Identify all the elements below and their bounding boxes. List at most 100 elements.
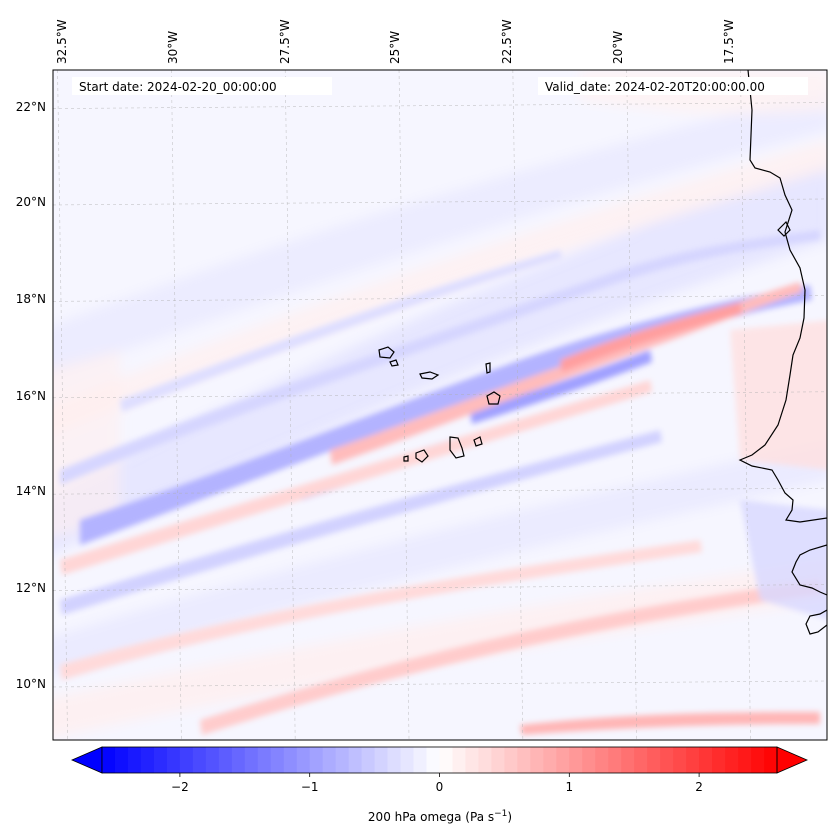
colorbar-segments	[102, 747, 778, 773]
santiago-island	[449, 436, 465, 459]
colorbar-level	[621, 747, 635, 773]
colorbar-level	[699, 747, 713, 773]
colorbar-level	[582, 747, 596, 773]
colorbar-tick-label: 1	[565, 780, 573, 794]
brava-island	[403, 455, 409, 462]
maio-island	[473, 436, 483, 447]
colorbar-level	[296, 747, 311, 773]
colorbar-level	[244, 747, 259, 773]
colorbar-level	[270, 747, 285, 773]
colorbar-level	[231, 747, 246, 773]
colorbar-level	[426, 747, 440, 773]
colorbar-level	[686, 747, 700, 773]
start-date-text: Start date: 2024-02-20_00:00:00	[79, 80, 277, 94]
colorbar-level	[504, 747, 518, 773]
colorbar-tick-label: 2	[695, 780, 703, 794]
colorbar-level	[322, 747, 337, 773]
colorbar-ticks: −2 −1 0 1 2	[171, 773, 703, 794]
colorbar-level	[634, 747, 648, 773]
colorbar-level	[374, 747, 388, 773]
colorbar-tick-label: −1	[301, 780, 319, 794]
colorbar-level	[543, 747, 557, 773]
colorbar-level	[660, 747, 674, 773]
colorbar-tick-label: 0	[436, 780, 444, 794]
colorbar-level	[647, 747, 661, 773]
lon-label: 17.5°W	[722, 19, 736, 64]
lon-label: 25°W	[388, 31, 402, 64]
lat-label: 20°N	[16, 195, 46, 209]
colorbar-level	[465, 747, 479, 773]
colorbar-level	[153, 747, 168, 773]
africa-coastline	[738, 70, 827, 635]
colorbar-level	[348, 747, 363, 773]
lat-label: 16°N	[16, 389, 46, 403]
colorbar-level	[452, 747, 466, 773]
omega-field	[53, 70, 827, 740]
colorbar-level	[205, 747, 220, 773]
graticule	[53, 70, 827, 740]
start-date-annotation: Start date: 2024-02-20_00:00:00	[72, 77, 332, 95]
colorbar-title: 200 hPa omega (Pa s−1)	[368, 809, 512, 824]
fogo-island	[415, 449, 429, 463]
map-frame	[52, 69, 828, 741]
meridian-line	[171, 70, 182, 740]
meridian-line	[57, 70, 68, 740]
colorbar-level	[413, 747, 427, 773]
meridian-line	[626, 70, 637, 740]
lon-label: 20°W	[611, 31, 625, 64]
colorbar-low-extend	[70, 746, 103, 774]
colorbar-level	[725, 747, 739, 773]
lon-label: 30°W	[166, 31, 180, 64]
colorbar-level	[738, 747, 752, 773]
colorbar-level	[140, 747, 155, 773]
colorbar-level	[673, 747, 687, 773]
colorbar-level	[595, 747, 609, 773]
omega-narrow-bands	[60, 230, 827, 735]
colorbar-level	[478, 747, 492, 773]
colorbar-level	[218, 747, 233, 773]
colorbar-level	[179, 747, 194, 773]
longitude-labels: 32.5°W 30°W 27.5°W 25°W 22.5°W 20°W 17.5…	[55, 19, 736, 64]
lat-label: 12°N	[16, 581, 46, 595]
colorbar-level	[400, 747, 414, 773]
sal-island	[485, 362, 491, 374]
colorbar-level	[608, 747, 622, 773]
colorbar-level	[569, 747, 583, 773]
colorbar-level	[361, 747, 375, 773]
latitude-labels: 22°N 20°N 18°N 16°N 14°N 12°N 10°N	[16, 100, 46, 691]
colorbar-level	[166, 747, 181, 773]
african-coastal-island	[777, 220, 791, 237]
colorbar-level	[102, 747, 116, 773]
meridian-line	[740, 70, 751, 740]
colorbar-level	[192, 747, 207, 773]
lon-label: 27.5°W	[278, 19, 292, 64]
lat-label: 10°N	[16, 677, 46, 691]
colorbar-level	[712, 747, 726, 773]
colorbar-level	[764, 747, 778, 773]
colorbar-level	[387, 747, 401, 773]
colorbar-level	[257, 747, 272, 773]
santo-antao-island	[378, 346, 395, 359]
colorbar-level	[439, 747, 453, 773]
colorbar-level	[283, 747, 298, 773]
colorbar-level	[114, 747, 129, 773]
sao-vicente-island	[389, 359, 399, 367]
colorbar-level	[751, 747, 765, 773]
colorbar-level	[335, 747, 350, 773]
meridian-line	[398, 70, 410, 740]
valid-date-annotation: Valid_date: 2024-02-20T20:00:00.00	[538, 77, 808, 95]
colorbar-level	[491, 747, 505, 773]
lat-label: 22°N	[16, 100, 46, 114]
lat-label: 14°N	[16, 484, 46, 498]
colorbar-high-extend	[776, 746, 809, 774]
colorbar-level	[530, 747, 544, 773]
lon-label: 32.5°W	[55, 19, 69, 64]
boa-vista-island	[486, 391, 501, 405]
colorbar-level	[517, 747, 531, 773]
colorbar-level	[127, 747, 142, 773]
lat-label: 18°N	[16, 292, 46, 306]
valid-date-text: Valid_date: 2024-02-20T20:00:00.00	[545, 80, 765, 94]
sao-nicolau-island	[419, 371, 440, 380]
lon-label: 22.5°W	[500, 19, 514, 64]
